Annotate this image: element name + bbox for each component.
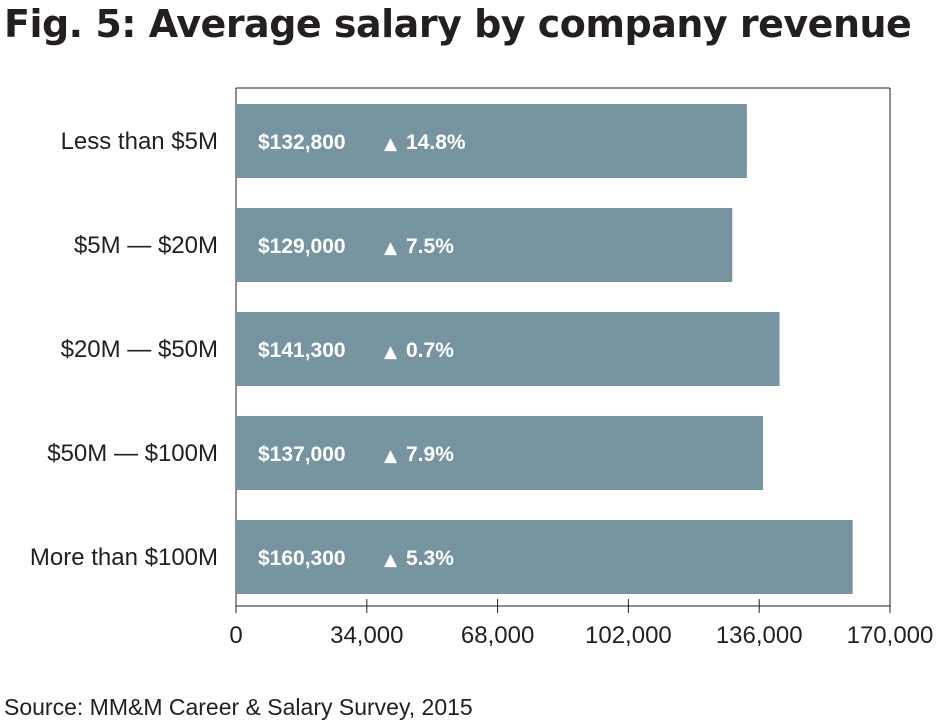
bar-change-label: 0.7% bbox=[406, 339, 454, 362]
x-tick-label: 102,000 bbox=[585, 622, 672, 649]
chart-title: Fig. 5: Average salary by company revenu… bbox=[4, 2, 912, 46]
x-tick-label: 0 bbox=[229, 622, 242, 649]
change-up-icon: ▲ bbox=[384, 238, 398, 258]
bar bbox=[236, 416, 764, 490]
x-tick-label: 34,000 bbox=[330, 622, 403, 649]
x-tick-label: 170,000 bbox=[847, 622, 934, 649]
category-label: $50M — $100M bbox=[47, 440, 218, 467]
bar-value-label: $137,000 bbox=[258, 443, 346, 466]
category-label: Less than $5M bbox=[61, 128, 218, 155]
category-label: More than $100M bbox=[30, 544, 218, 571]
bar-change-label: 5.3% bbox=[406, 547, 454, 570]
bar bbox=[236, 104, 747, 178]
category-label: $20M — $50M bbox=[61, 336, 218, 363]
change-up-icon: ▲ bbox=[384, 550, 398, 570]
x-tick-label: 136,000 bbox=[716, 622, 803, 649]
bar-change-label: 14.8% bbox=[406, 131, 466, 154]
x-tick-label: 68,000 bbox=[461, 622, 534, 649]
bar-value-label: $141,300 bbox=[258, 339, 346, 362]
bar bbox=[236, 208, 733, 282]
bar-value-label: $132,800 bbox=[258, 131, 346, 154]
bar bbox=[236, 312, 780, 386]
source-note: Source: MM&M Career & Salary Survey, 201… bbox=[4, 694, 473, 720]
change-up-icon: ▲ bbox=[384, 446, 398, 466]
bar-change-label: 7.5% bbox=[406, 235, 454, 258]
bar bbox=[236, 520, 853, 594]
bar-chart: Less than $5M $132,800 ▲ 14.8% $5M — $20M $12… bbox=[30, 87, 934, 649]
category-label: $5M — $20M bbox=[74, 232, 218, 259]
change-up-icon: ▲ bbox=[384, 134, 398, 154]
bar-change-label: 7.9% bbox=[406, 443, 454, 466]
bar-value-label: $160,300 bbox=[258, 547, 346, 570]
bar-value-label: $129,000 bbox=[258, 235, 346, 258]
change-up-icon: ▲ bbox=[384, 342, 398, 362]
